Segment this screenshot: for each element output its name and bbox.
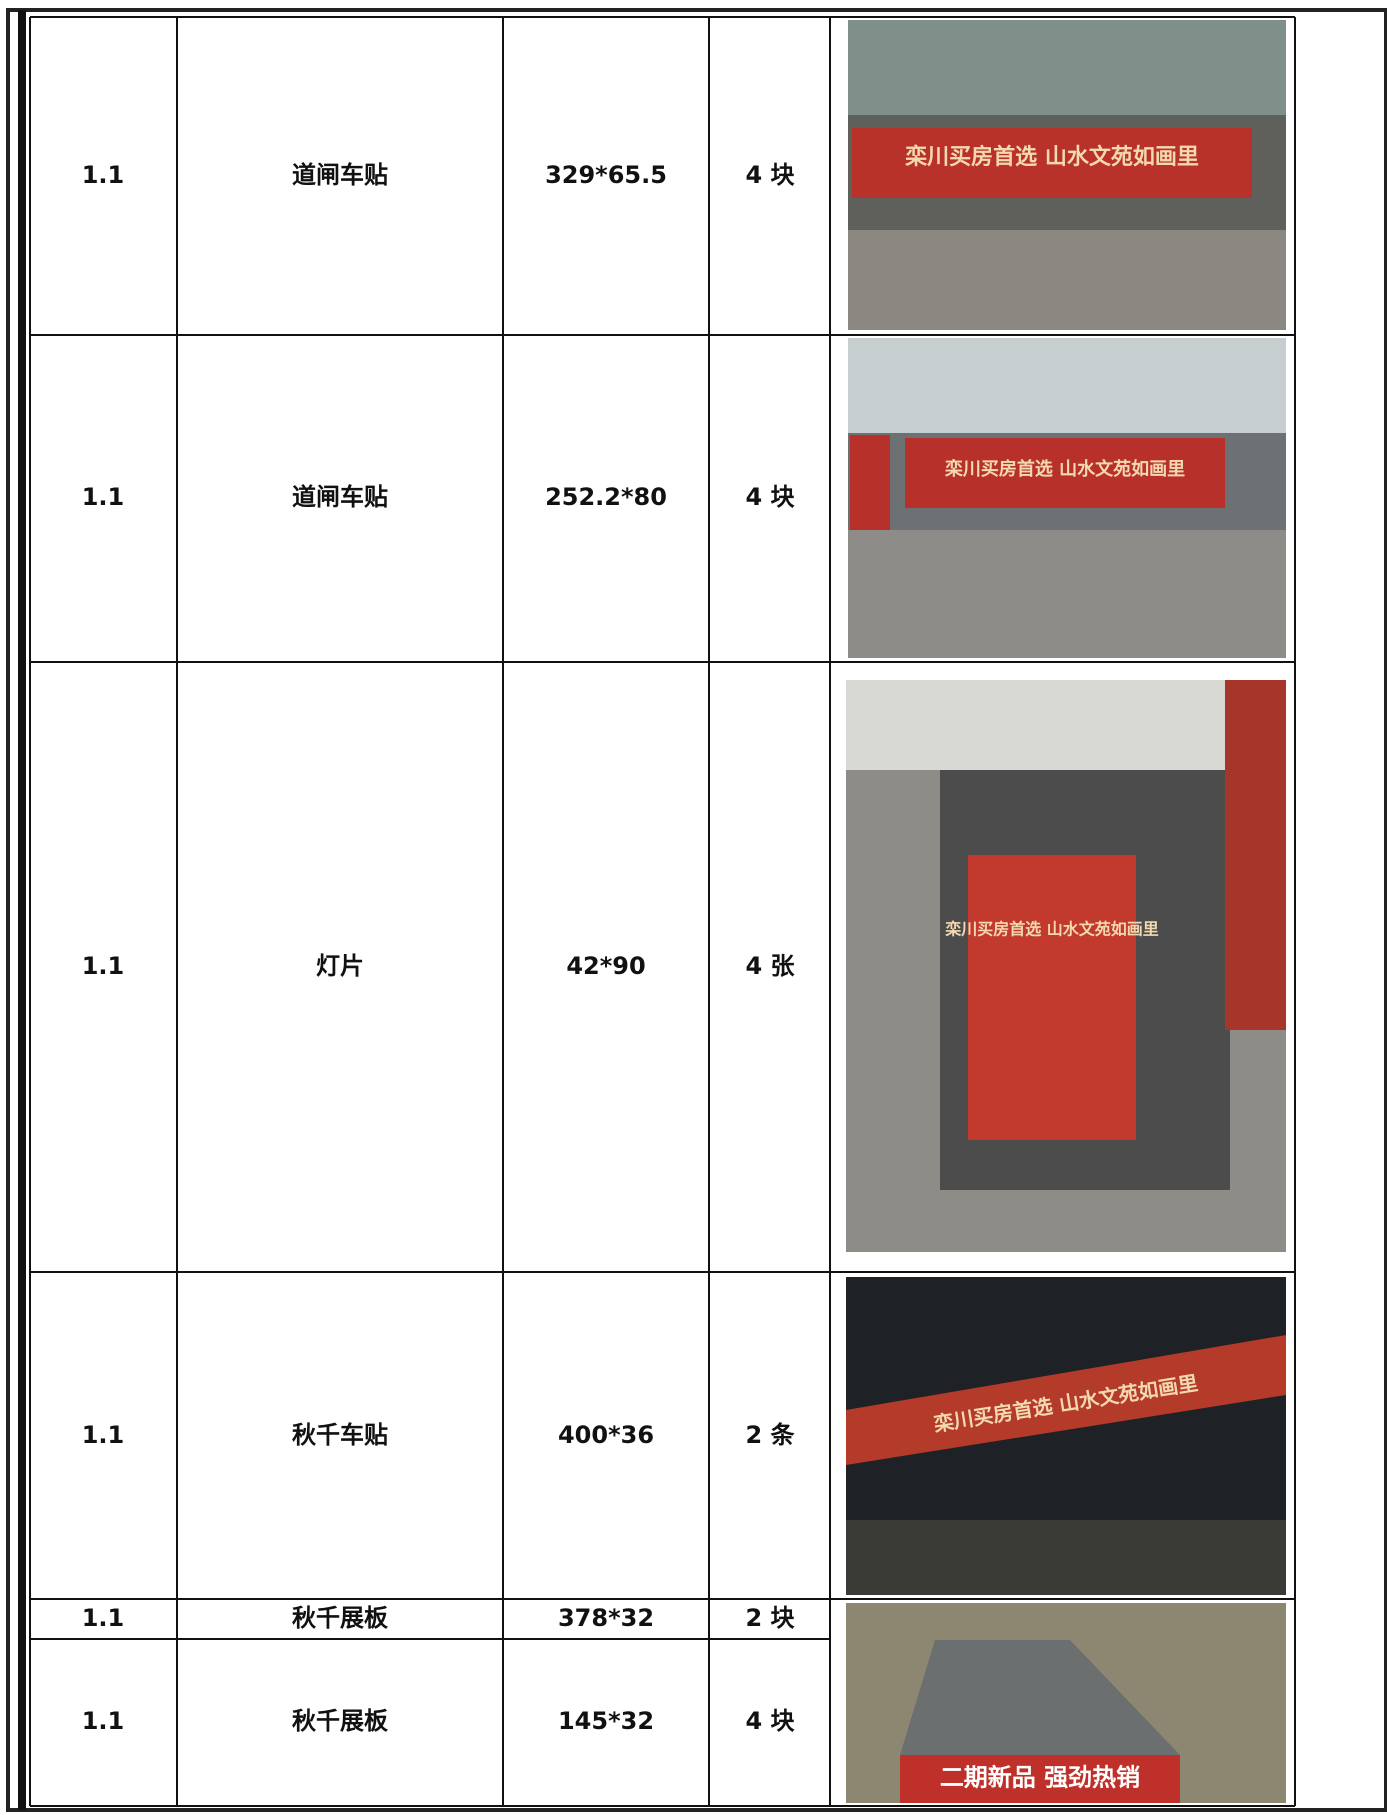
table-grid [29,16,1296,1807]
item-name: 道闸车贴 [292,483,388,511]
item-name: 道闸车贴 [292,161,388,189]
item-name: 秋千展板 [292,1707,389,1735]
item-name: 秋千车贴 [292,1421,388,1449]
item-quantity: 4 块 [745,1707,794,1735]
item-size: 329*65.5 [545,161,667,189]
photo-caption: 栾川买房首选 山水文苑如画里 [944,920,1159,939]
item-quantity: 2 条 [745,1421,795,1449]
item-number: 1.1 [82,952,125,980]
item-size: 400*36 [558,1421,654,1449]
item-quantity: 4 块 [745,483,794,511]
item-quantity: 4 块 [745,161,794,189]
item-size: 378*32 [558,1604,654,1632]
item-number: 1.1 [82,161,125,189]
item-number: 1.1 [82,1604,125,1632]
item-number: 1.1 [82,1707,125,1735]
item-size: 145*32 [558,1707,654,1735]
photo-caption: 栾川买房首选 山水文苑如画里 [904,144,1199,170]
photo-caption: 栾川买房首选 山水文苑如画里 [944,458,1185,480]
item-quantity: 2 块 [745,1604,794,1632]
item-name: 秋千展板 [292,1604,389,1632]
item-size: 42*90 [566,952,645,980]
item-size: 252.2*80 [545,483,667,511]
item-name: 灯片 [316,952,364,980]
photos: 栾川买房首选 山水文苑如画里 栾川买房首选 山水文苑如画里 栾川买房首选 山水文… [846,20,1286,1803]
photo-caption: 二期新品 强劲热销 [940,1763,1140,1792]
table-body: 1.1 道闸车贴 329*65.5 4 块 1.1 道闸车贴 252.2*80 4 块 1.1 灯… [82,161,796,1735]
item-quantity: 4 张 [745,952,795,980]
item-number: 1.1 [82,483,125,511]
item-number: 1.1 [82,1421,125,1449]
page-border [6,8,1387,1812]
